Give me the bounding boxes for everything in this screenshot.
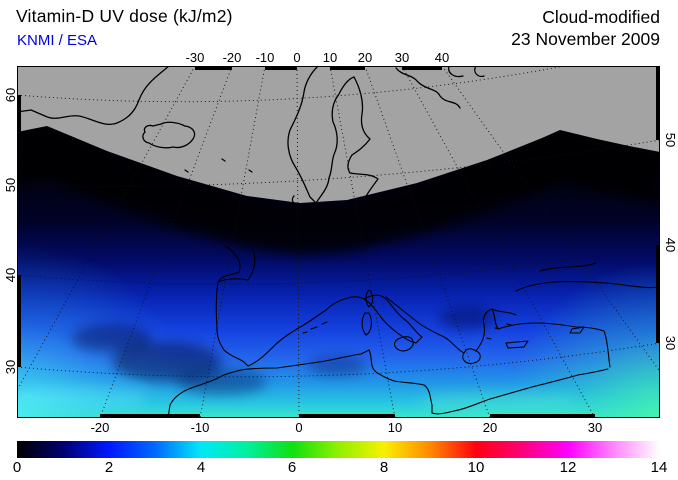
lon-top-tick: 20 xyxy=(357,50,373,65)
date-label: 23 November 2009 xyxy=(511,29,660,49)
lon-top-tick: -10 xyxy=(255,50,275,65)
condition-label: Cloud-modified xyxy=(542,7,660,27)
no-data-region xyxy=(17,66,660,203)
colorbar-gradient xyxy=(17,441,660,458)
lon-bottom-tick: 0 xyxy=(295,420,303,435)
lon-top-tick: 30 xyxy=(394,50,410,65)
source-label: KNMI / ESA xyxy=(17,32,98,49)
lon-bottom-tick: 20 xyxy=(482,420,498,435)
right-title-block: Cloud-modified 23 November 2009 xyxy=(511,6,660,50)
cloud-patches xyxy=(7,306,577,412)
lon-top-tick: 0 xyxy=(293,50,301,65)
map-canvas xyxy=(1,45,678,419)
lon-top-tick: 40 xyxy=(434,50,450,65)
graticule xyxy=(1,45,678,419)
colorbar-tick: 14 xyxy=(650,459,668,476)
lon-bottom-tick: -20 xyxy=(90,420,110,435)
terminator-shadow xyxy=(17,126,660,255)
lon-top-tick: -20 xyxy=(222,50,242,65)
colorbar-tick: 4 xyxy=(196,459,206,476)
lon-bottom-tick: 10 xyxy=(387,420,403,435)
map-frame xyxy=(17,66,660,418)
lat-right-tick: 50 xyxy=(663,132,678,148)
colorbar-tick: 2 xyxy=(104,459,114,476)
lat-right-tick: 40 xyxy=(663,237,678,253)
coastlines-no-data-region xyxy=(16,65,485,206)
lon-bottom-tick: 30 xyxy=(587,420,603,435)
colorbar-tick: 12 xyxy=(559,459,577,476)
colorbar-tick: 0 xyxy=(12,459,22,476)
lon-top-tick: 10 xyxy=(322,50,338,65)
colorbar-tick: 6 xyxy=(287,459,297,476)
lon-top-tick: -30 xyxy=(185,50,205,65)
uv-dose-map xyxy=(1,45,678,419)
page-title: Vitamin-D UV dose (kJ/m2) xyxy=(16,6,233,26)
lon-bottom-tick: -10 xyxy=(190,420,210,435)
colorbar-tick: 10 xyxy=(467,459,485,476)
lat-right-tick: 30 xyxy=(663,335,678,351)
colorbar-tick: 8 xyxy=(379,459,389,476)
